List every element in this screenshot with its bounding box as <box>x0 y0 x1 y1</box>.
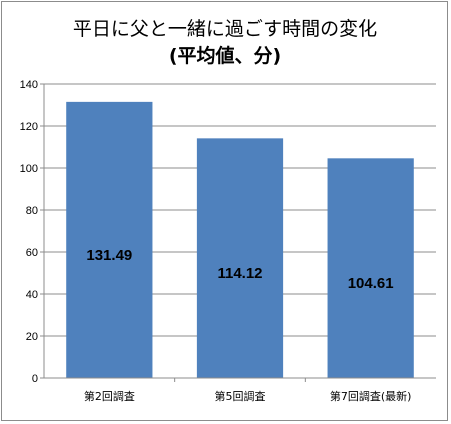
y-tick-label: 140 <box>20 79 38 91</box>
y-tick-label: 100 <box>20 163 38 175</box>
y-tick-label: 120 <box>20 121 38 133</box>
y-tick-label: 60 <box>26 247 38 259</box>
y-tick-label: 40 <box>26 289 38 301</box>
x-category-label: 第7回調査(最新) <box>330 389 412 403</box>
data-label: 104.61 <box>348 275 394 292</box>
y-tick-label: 80 <box>26 205 38 217</box>
labels: 0 20 40 60 80 100 120 140 131.49 第2回調査 114.12 第5回調査… <box>20 79 412 403</box>
chart-subtitle: (平均値、分) <box>169 44 281 67</box>
y-tick-label: 20 <box>26 331 38 343</box>
data-label: 114.12 <box>217 265 262 282</box>
x-category-label: 第5回調査 <box>215 389 266 403</box>
chart-title: 平日に父と一緒に過ごす時間の変化 <box>73 18 377 40</box>
axes <box>40 83 436 382</box>
bar <box>66 101 153 378</box>
x-category-label: 第2回調査 <box>84 389 135 403</box>
bar <box>327 158 414 378</box>
y-tick-label: 0 <box>32 373 38 385</box>
data-label: 131.49 <box>86 247 132 264</box>
bar <box>196 138 284 378</box>
bars <box>66 101 414 378</box>
